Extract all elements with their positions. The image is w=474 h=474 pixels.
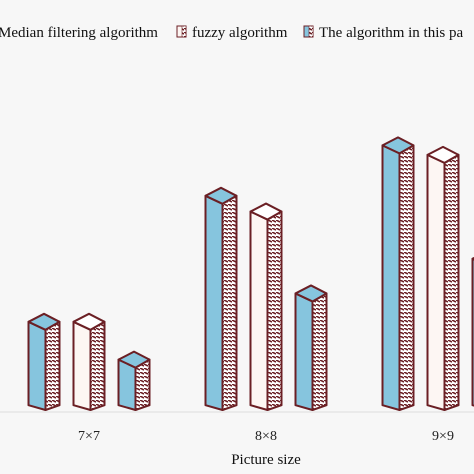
legend-label-median: Median filtering algorithm — [0, 25, 158, 41]
legend-label-fuzzy: fuzzy algorithm — [192, 25, 288, 41]
bar-fuzzy-9x9 — [426, 145, 460, 411]
bar-median-8x8 — [204, 186, 238, 411]
tick-label-9x9: 9×9 — [432, 429, 454, 444]
bars — [27, 136, 474, 411]
legend: Median filtering algorithm fuzzy algorit… — [0, 25, 463, 41]
legend-swatch-fuzzy — [176, 25, 187, 38]
tick-label-7x7: 7×7 — [78, 429, 100, 444]
bar-fuzzy-8x8 — [249, 202, 283, 411]
x-axis-title: Picture size — [231, 452, 301, 468]
legend-swatch-this-paper — [303, 25, 314, 38]
bar-this-paper-7x7 — [117, 350, 151, 411]
tick-label-8x8: 8×8 — [255, 429, 277, 444]
bar-this-paper-8x8 — [294, 284, 328, 411]
bar-fuzzy-7x7 — [72, 312, 106, 411]
bar-median-7x7 — [27, 312, 61, 411]
legend-label-this-paper: The algorithm in this pa — [319, 25, 463, 41]
bar-median-9x9 — [381, 136, 415, 411]
